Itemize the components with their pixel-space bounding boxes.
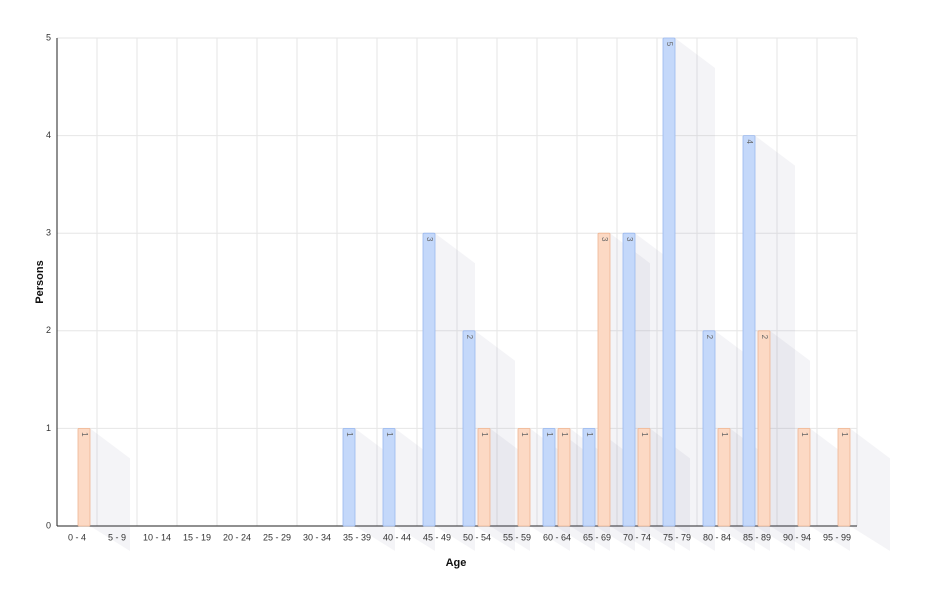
x-axis-title: Age xyxy=(446,557,467,569)
data-label: 1 xyxy=(80,432,89,437)
bar xyxy=(717,427,731,527)
bar-shadow xyxy=(850,428,890,551)
bar xyxy=(477,427,491,527)
data-label: 3 xyxy=(600,237,609,242)
bar xyxy=(622,232,636,527)
bar xyxy=(597,232,611,527)
y-tick-label: 1 xyxy=(46,423,51,433)
data-label: 2 xyxy=(760,335,769,340)
bar xyxy=(462,330,476,527)
data-label: 1 xyxy=(585,432,594,437)
data-label: 3 xyxy=(425,237,434,242)
data-label: 5 xyxy=(665,42,674,47)
y-tick-label: 5 xyxy=(46,32,51,42)
bar xyxy=(422,232,436,527)
data-label: 1 xyxy=(545,432,554,437)
bar xyxy=(702,330,716,527)
bar xyxy=(342,427,356,527)
data-label: 1 xyxy=(640,432,649,437)
data-label: 1 xyxy=(520,432,529,437)
y-tick-label: 2 xyxy=(46,325,51,335)
x-tick-label: 15 - 19 xyxy=(183,532,211,542)
x-tick-label: 90 - 94 xyxy=(783,532,811,542)
x-tick-label: 5 - 9 xyxy=(108,532,126,542)
data-label: 1 xyxy=(345,432,354,437)
data-label: 2 xyxy=(465,335,474,340)
data-label: 1 xyxy=(385,432,394,437)
bar xyxy=(382,427,396,527)
x-tick-label: 40 - 44 xyxy=(383,532,411,542)
y-tick-label: 4 xyxy=(46,130,51,140)
data-label: 1 xyxy=(800,432,809,437)
x-tick-label: 70 - 74 xyxy=(623,532,651,542)
y-tick-label: 3 xyxy=(46,228,51,238)
data-label: 1 xyxy=(560,432,569,437)
x-tick-label: 20 - 24 xyxy=(223,532,251,542)
bar xyxy=(837,427,851,527)
y-tick-label: 0 xyxy=(46,520,51,530)
bar xyxy=(542,427,556,527)
bar xyxy=(637,427,651,527)
data-label: 1 xyxy=(720,432,729,437)
data-label: 1 xyxy=(840,432,849,437)
x-tick-label: 60 - 64 xyxy=(543,532,571,542)
x-tick-label: 80 - 84 xyxy=(703,532,731,542)
x-tick-label: 10 - 14 xyxy=(143,532,171,542)
bar xyxy=(742,135,756,527)
bar xyxy=(517,427,531,527)
data-label: 2 xyxy=(705,335,714,340)
bar xyxy=(797,427,811,527)
x-tick-label: 75 - 79 xyxy=(663,532,691,542)
x-tick-label: 45 - 49 xyxy=(423,532,451,542)
x-tick-label: 85 - 89 xyxy=(743,532,771,542)
data-label: 4 xyxy=(745,139,754,144)
bar xyxy=(77,427,91,527)
y-axis-title: Persons xyxy=(34,260,46,303)
bar xyxy=(582,427,596,527)
data-label: 1 xyxy=(480,432,489,437)
x-tick-label: 65 - 69 xyxy=(583,532,611,542)
bar xyxy=(757,330,771,527)
bar xyxy=(662,37,676,527)
x-tick-label: 25 - 29 xyxy=(263,532,291,542)
x-tick-label: 0 - 4 xyxy=(68,532,86,542)
x-tick-label: 55 - 59 xyxy=(503,532,531,542)
x-tick-label: 35 - 39 xyxy=(343,532,371,542)
bar-shadow xyxy=(90,428,130,551)
data-label: 3 xyxy=(625,237,634,242)
x-tick-label: 30 - 34 xyxy=(303,532,331,542)
x-tick-label: 95 - 99 xyxy=(823,532,851,542)
x-tick-label: 50 - 54 xyxy=(463,532,491,542)
bar xyxy=(557,427,571,527)
